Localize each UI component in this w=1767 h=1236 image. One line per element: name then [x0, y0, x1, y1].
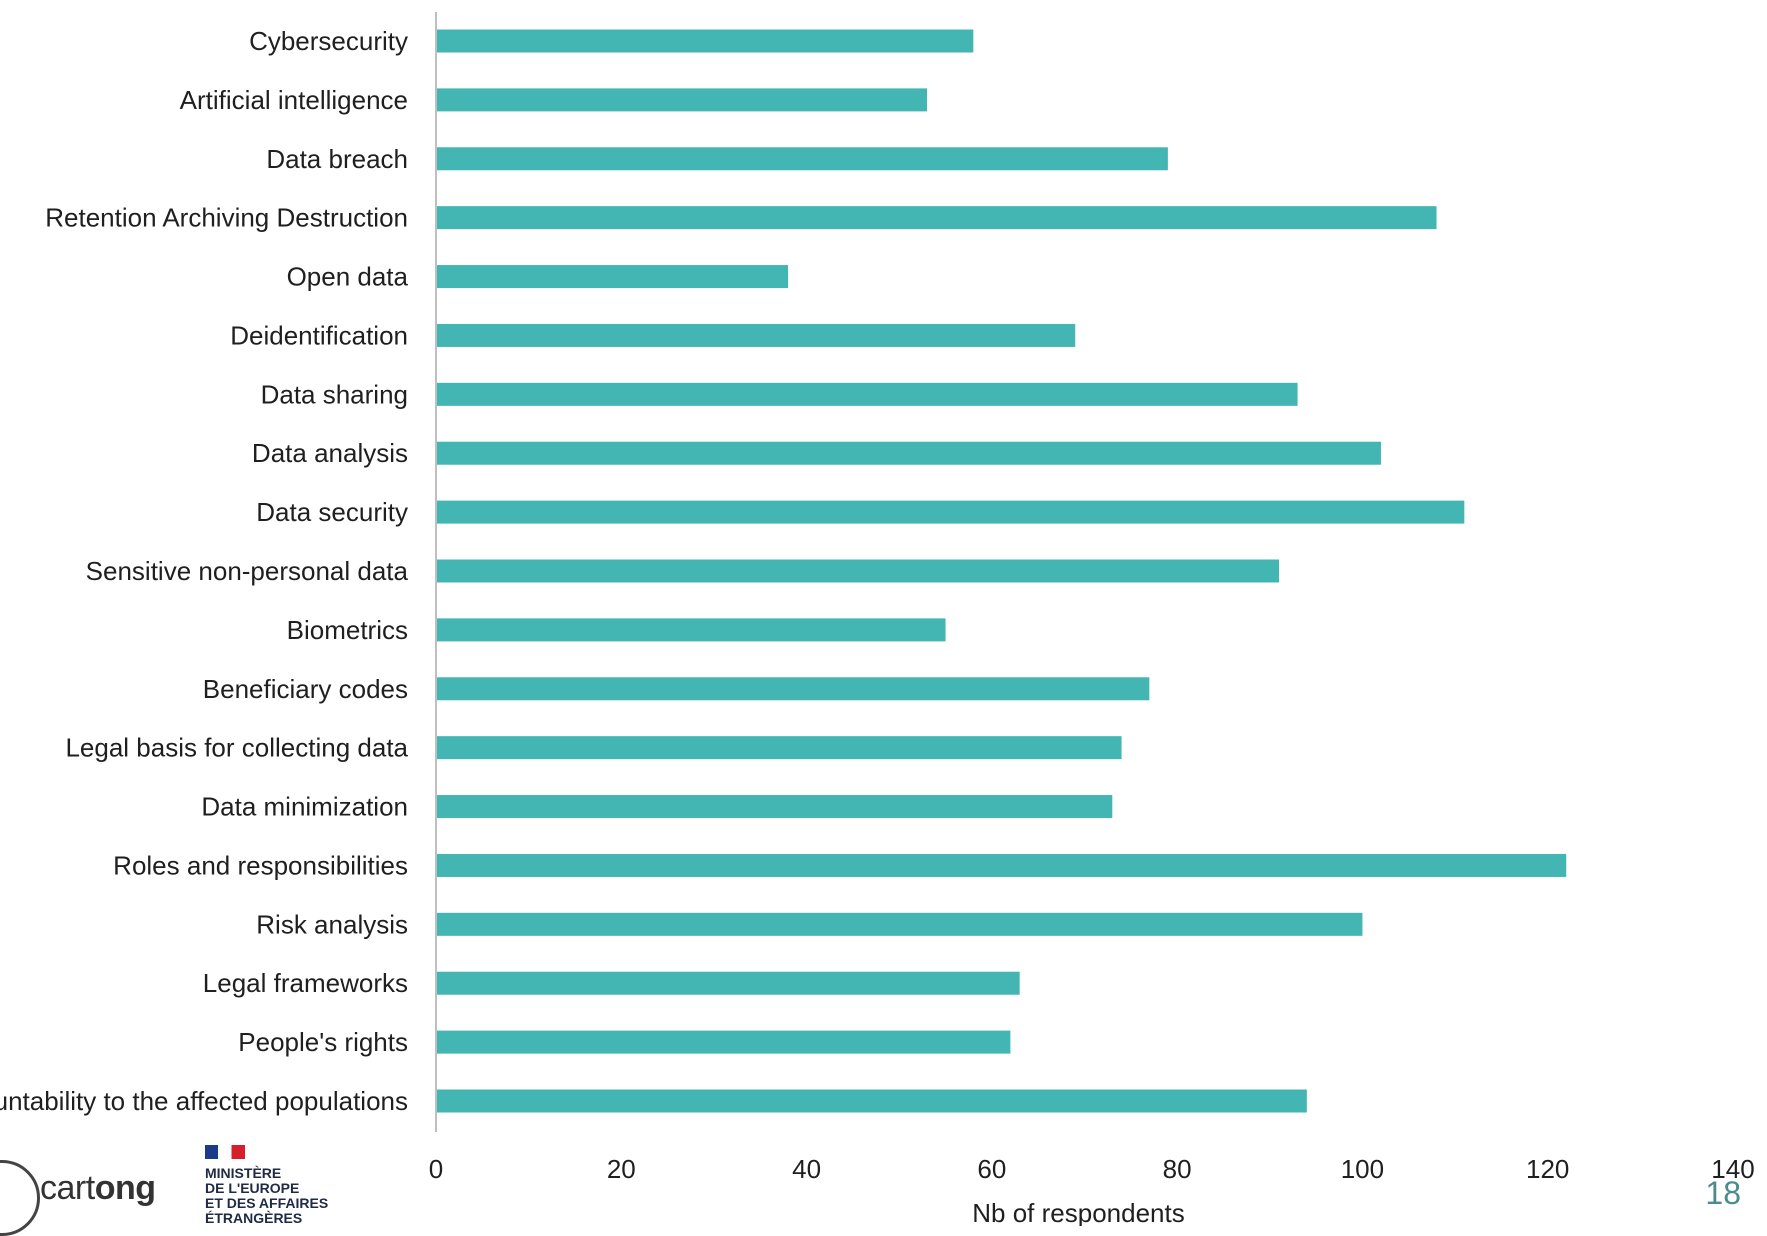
bar — [436, 382, 1298, 406]
bar — [436, 677, 1150, 701]
x-tick-labels: 0 20 40 60 80 100 120 140 — [429, 1154, 1755, 1184]
category-label: Legal frameworks — [203, 968, 408, 998]
bar — [436, 206, 1437, 230]
cartong-logo-bold: ong — [94, 1169, 156, 1207]
bar — [436, 736, 1122, 760]
x-tick-label: 80 — [1163, 1154, 1192, 1184]
category-label: Open data — [287, 262, 409, 292]
bar — [436, 88, 928, 112]
french-flag-icon — [205, 1145, 245, 1159]
bar — [436, 29, 974, 53]
category-label: Accountability to the affected populatio… — [0, 1086, 408, 1116]
footer-logos: cartong MINISTÈRE DE L'EUROPE ET DES AFF… — [0, 1145, 360, 1236]
x-tick-label: 120 — [1526, 1154, 1569, 1184]
partner-logo-circle — [0, 1160, 40, 1236]
category-label: Biometrics — [287, 615, 408, 645]
category-labels: Cybersecurity Artificial intelligence Data… — [0, 26, 409, 1116]
bar — [436, 971, 1020, 995]
category-label: Artificial intelligence — [180, 85, 408, 115]
x-tick-label: 0 — [429, 1154, 443, 1184]
category-label: Legal basis for collecting data — [65, 733, 408, 763]
category-label: Data minimization — [201, 792, 408, 822]
category-label: Data breach — [266, 144, 408, 174]
bar — [436, 912, 1363, 936]
bar — [436, 795, 1113, 819]
ministry-logo: MINISTÈRE DE L'EUROPE ET DES AFFAIRES ÉT… — [205, 1145, 328, 1226]
category-label: People's rights — [238, 1027, 408, 1057]
category-label: Data sharing — [261, 379, 408, 409]
category-label: Deidentification — [230, 320, 408, 350]
category-label: Retention Archiving Destruction — [45, 203, 408, 233]
bar — [436, 853, 1567, 877]
cartong-logo-light: cart — [40, 1169, 95, 1207]
category-label: Beneficiary codes — [203, 674, 408, 704]
x-tick-label: 20 — [607, 1154, 636, 1184]
page-number: 18 — [1705, 1175, 1741, 1211]
x-tick-label: 60 — [977, 1154, 1006, 1184]
x-tick-label: 40 — [792, 1154, 821, 1184]
bar — [436, 559, 1280, 583]
bar — [436, 500, 1465, 524]
bar — [436, 1089, 1307, 1113]
ministry-line-2: DE L'EUROPE — [205, 1180, 300, 1196]
category-label: Sensitive non-personal data — [86, 556, 409, 586]
x-tick-label: 140 — [1711, 1154, 1754, 1184]
ministry-line-3: ET DES AFFAIRES — [205, 1195, 329, 1211]
category-label: Data security — [256, 497, 408, 527]
bar — [436, 147, 1168, 171]
bar — [436, 1030, 1011, 1054]
ministry-line-1: MINISTÈRE — [205, 1165, 282, 1181]
bars-group — [436, 29, 1567, 1113]
cartong-logo: cartong — [40, 1169, 156, 1208]
bar — [436, 323, 1076, 347]
bar — [436, 441, 1381, 465]
category-label: Cybersecurity — [249, 26, 408, 56]
x-axis-title: Nb of respondents — [972, 1198, 1184, 1226]
category-label: Risk analysis — [256, 909, 408, 939]
x-tick-label: 100 — [1341, 1154, 1384, 1184]
category-label: Roles and responsibilities — [113, 850, 408, 880]
ministry-line-4: ÉTRANGÈRES — [205, 1210, 303, 1226]
bar — [436, 265, 789, 289]
category-label: Data analysis — [252, 438, 408, 468]
bar — [436, 618, 946, 642]
